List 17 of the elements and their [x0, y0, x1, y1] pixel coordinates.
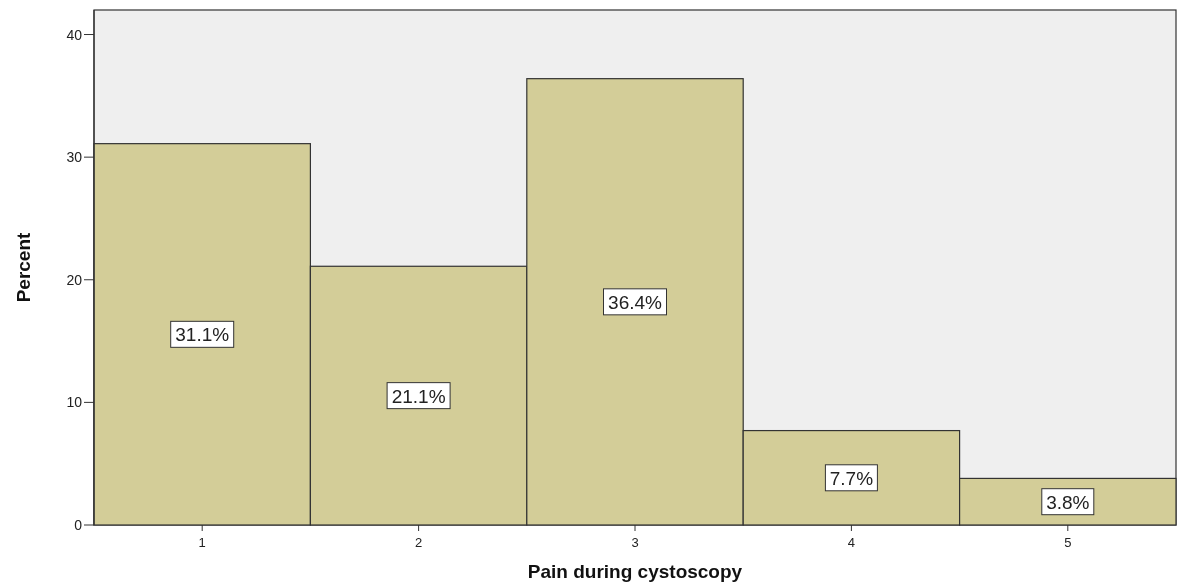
y-axis-title: Percent [13, 231, 34, 303]
y-tick-label: 40 [66, 26, 83, 43]
data-label: 3.8% [1046, 491, 1090, 513]
x-axis-title: Pain during cystoscopy [527, 561, 743, 582]
data-label: 31.1% [175, 324, 230, 346]
x-tick-label: 1 [198, 535, 206, 550]
y-tick-label: 0 [74, 517, 83, 533]
data-label: 7.7% [829, 467, 874, 489]
x-tick-label: 3 [631, 535, 639, 550]
x-tick-label: 5 [1064, 535, 1072, 550]
x-tick-label: 4 [847, 535, 856, 550]
y-tick-label: 10 [66, 394, 83, 411]
y-tick-label: 20 [66, 271, 83, 288]
data-label: 36.4% [608, 291, 663, 313]
data-label: 21.1% [391, 385, 446, 407]
y-tick-label: 30 [66, 149, 83, 166]
x-tick-label: 2 [414, 535, 423, 550]
